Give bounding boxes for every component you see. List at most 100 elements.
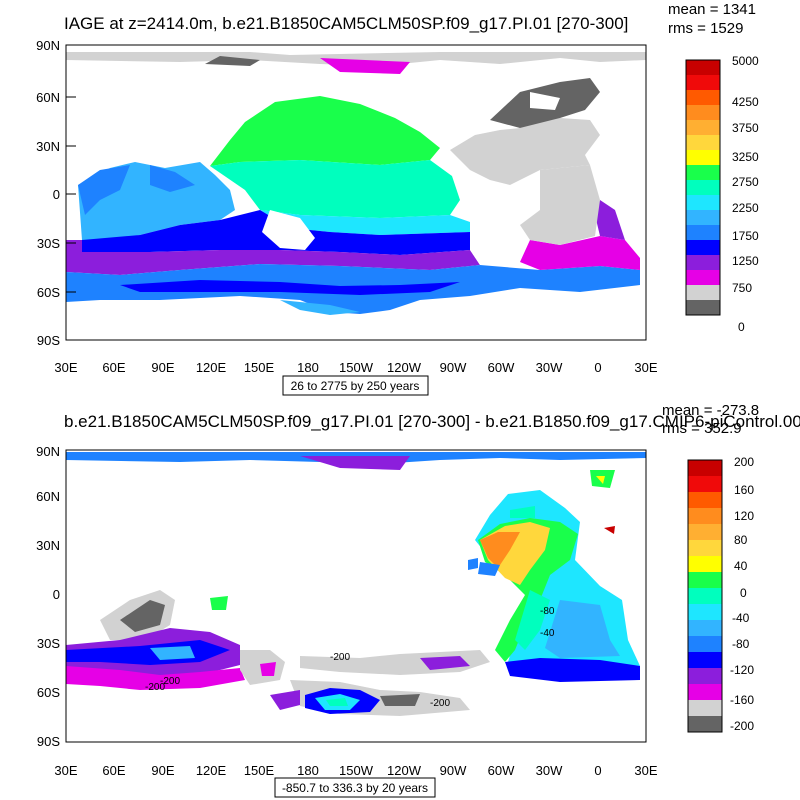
colorbar-label: 3750: [732, 121, 759, 135]
colorbar-swatch: [688, 700, 722, 716]
colorbar-swatch: [686, 150, 720, 165]
colorbar-swatch: [688, 556, 722, 572]
y-tick-label: 90N: [36, 38, 60, 53]
x-tick-label: 90W: [440, 763, 467, 778]
colorbar-swatch: [686, 210, 720, 225]
range-label-box: -850.7 to 336.3 by 20 years: [274, 777, 436, 798]
y-axis: 90N 60N 30N 0 30S 60S 90S: [36, 444, 60, 749]
chart-title: b.e21.B1850CAM5CLM50SP.f09_g17.PI.01 [27…: [64, 412, 800, 431]
x-tick-label: 90E: [151, 360, 174, 375]
colorbar-swatch: [686, 180, 720, 195]
colorbar-label: 1750: [732, 229, 759, 243]
colorbar-label: 200: [734, 455, 754, 469]
y-tick-label: 90N: [36, 444, 60, 459]
x-tick-label: 30E: [54, 360, 77, 375]
colorbar-swatch: [688, 652, 722, 668]
colorbar-swatch: [686, 90, 720, 105]
contour-label: -40: [540, 628, 555, 639]
x-tick-label: 30E: [54, 763, 77, 778]
y-tick-label: 60S: [37, 285, 60, 300]
colorbar-label: 750: [732, 281, 752, 295]
contour-label: -200: [145, 682, 165, 693]
contour-label: -200: [160, 676, 180, 687]
x-tick-label: 60E: [102, 360, 125, 375]
map-field: [65, 449, 647, 743]
x-tick-label: 150E: [244, 763, 275, 778]
colorbar: 200 160 120 80 40 0 -40 -80 -120 -160 -2…: [687, 455, 754, 733]
y-tick-label: 60S: [37, 685, 60, 700]
colorbar-swatch: [688, 668, 722, 684]
colorbar-label: 2750: [732, 175, 759, 189]
y-tick-label: 30S: [37, 636, 60, 651]
y-axis: 90N 60N 30N 0 30S 60S 90S: [36, 38, 76, 348]
colorbar-swatch: [688, 684, 722, 700]
range-label: 26 to 2775 by 250 years: [291, 379, 420, 393]
colorbar-label: 0: [740, 586, 747, 600]
colorbar-swatch: [686, 285, 720, 300]
y-tick-label: 60N: [36, 90, 60, 105]
colorbar-swatch: [688, 588, 722, 604]
colorbar-swatch: [688, 604, 722, 620]
colorbar-swatch: [686, 60, 720, 75]
colorbar-label: -200: [730, 719, 754, 733]
x-tick-label: 120W: [387, 763, 422, 778]
x-tick-label: 60W: [488, 763, 515, 778]
x-tick-label: 30W: [536, 763, 563, 778]
panel-difference: b.e21.B1850CAM5CLM50SP.f09_g17.PI.01 [27…: [0, 400, 800, 800]
y-tick-label: 0: [53, 587, 60, 602]
y-tick-label: 0: [53, 187, 60, 202]
x-axis: 30E 60E 90E 120E 150E 180 150W 120W 90W …: [54, 763, 657, 778]
y-tick-label: 90S: [37, 333, 60, 348]
x-tick-label: 30W: [536, 360, 563, 375]
map-field: [65, 44, 647, 341]
y-tick-label: 30N: [36, 538, 60, 553]
iage-map: IAGE at z=2414.0m, b.e21.B1850CAM5CLM50S…: [36, 1, 759, 396]
x-tick-label: 90E: [151, 763, 174, 778]
colorbar-swatch: [688, 716, 722, 732]
colorbar-swatch: [688, 476, 722, 492]
x-axis: 30E 60E 90E 120E 150E 180 150W 120W 90W …: [54, 360, 657, 375]
colorbar-label: 0: [738, 320, 745, 334]
contour-label: -200: [430, 698, 450, 709]
colorbar-label: 4250: [732, 95, 759, 109]
colorbar-swatch: [688, 540, 722, 556]
colorbar-swatch: [686, 135, 720, 150]
colorbar-swatch: [686, 240, 720, 255]
colorbar-swatch: [688, 636, 722, 652]
colorbar-label: 160: [734, 483, 754, 497]
y-tick-label: 30S: [37, 236, 60, 251]
colorbar-swatch: [688, 572, 722, 588]
colorbar-swatch: [686, 120, 720, 135]
colorbar-swatch: [688, 508, 722, 524]
contour-labels: -200 -200 -200 -80 -40 -200: [145, 606, 555, 709]
colorbar-label: 120: [734, 509, 754, 523]
x-tick-label: 120W: [387, 360, 422, 375]
colorbar-label: 5000: [732, 54, 759, 68]
x-tick-label: 180: [297, 360, 319, 375]
contour-label: -80: [540, 606, 555, 617]
colorbar-label: 3250: [732, 150, 759, 164]
range-label-box: 26 to 2775 by 250 years: [282, 375, 429, 396]
colorbar-label: 1250: [732, 254, 759, 268]
colorbar: 5000 4250 3750 3250 2750 2250 1750 1250 …: [685, 54, 759, 334]
colorbar-swatch: [688, 460, 722, 476]
colorbar-label: -120: [730, 663, 754, 677]
x-tick-label: 150E: [244, 360, 275, 375]
x-tick-label: 180: [297, 763, 319, 778]
x-tick-label: 60W: [488, 360, 515, 375]
colorbar-swatch: [686, 165, 720, 180]
x-tick-label: 120E: [196, 763, 227, 778]
colorbar-label: 80: [734, 533, 748, 547]
rms-stat: rms = 1529: [668, 20, 743, 37]
x-tick-label: 60E: [102, 763, 125, 778]
x-tick-label: 120E: [196, 360, 227, 375]
x-tick-label: 30E: [634, 360, 657, 375]
colorbar-swatch: [686, 270, 720, 285]
y-tick-label: 30N: [36, 139, 60, 154]
colorbar-label: -80: [732, 637, 750, 651]
mean-stat: mean = 1341: [668, 1, 756, 18]
colorbar-swatch: [686, 75, 720, 90]
colorbar-label: -40: [732, 611, 750, 625]
colorbar-swatch: [688, 492, 722, 508]
rms-stat: rms = 352.9: [662, 420, 742, 437]
